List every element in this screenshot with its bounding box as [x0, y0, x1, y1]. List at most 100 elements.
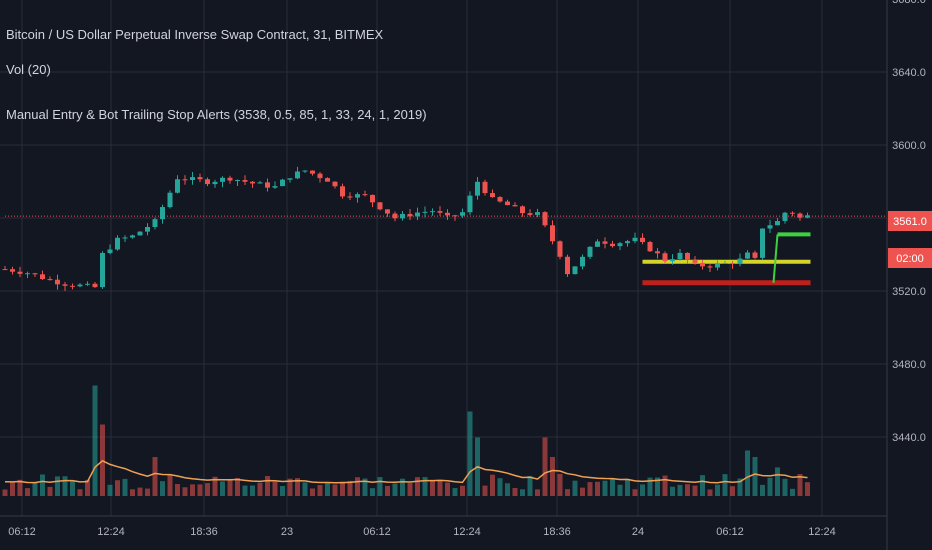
- volume-bar: [340, 481, 345, 496]
- candle-body: [625, 241, 630, 244]
- candle-body: [550, 225, 555, 242]
- volume-bar: [670, 486, 675, 496]
- price-tick-label: 3640.0: [892, 67, 926, 79]
- time-tick-label: 24: [632, 526, 644, 538]
- indicator-levels: [5, 215, 887, 286]
- volume-bar: [347, 480, 353, 496]
- time-tick-label: 12:24: [808, 526, 836, 538]
- indicator-title[interactable]: Manual Entry & Bot Trailing Stop Alerts …: [6, 107, 427, 122]
- price-axis[interactable]: 3440.03480.03520.03560.03600.03640.03680…: [892, 0, 926, 444]
- volume-title[interactable]: Vol (20): [6, 62, 51, 77]
- volume-bar: [10, 482, 15, 496]
- candle-body: [610, 243, 615, 247]
- volume-bar: [715, 484, 720, 496]
- candle-body: [32, 273, 38, 275]
- candle-body: [632, 237, 638, 242]
- volume-bar: [62, 476, 68, 496]
- countdown-value: 02:00: [896, 253, 924, 265]
- volume-bar: [2, 489, 8, 496]
- time-tick-label: 23: [281, 526, 293, 538]
- candle-body: [752, 252, 758, 258]
- volume-bar: [760, 484, 765, 496]
- candle-body: [490, 193, 495, 198]
- volume-bar: [602, 480, 608, 496]
- candle-body: [685, 252, 690, 260]
- volume-bar: [422, 477, 428, 496]
- symbol-title[interactable]: Bitcoin / US Dollar Perpetual Inverse Sw…: [6, 27, 384, 42]
- volume-ma-line: [4, 459, 808, 484]
- volume-bar: [250, 485, 255, 496]
- candle-body: [62, 284, 68, 286]
- volume-bar: [737, 478, 743, 496]
- volume-bar: [265, 475, 270, 496]
- countdown-box: [888, 248, 932, 268]
- volume-bar: [790, 488, 795, 496]
- candle-body: [670, 259, 675, 262]
- candle-body: [557, 241, 563, 257]
- candle-body: [782, 212, 788, 222]
- candle-body: [392, 213, 398, 219]
- candle-body: [167, 192, 173, 208]
- candle-body: [797, 213, 803, 218]
- candle-body: [212, 181, 218, 185]
- time-tick-label: 18:36: [190, 526, 218, 538]
- volume-bar: [685, 484, 690, 496]
- candle-body: [767, 225, 773, 229]
- volume-bar: [362, 478, 368, 496]
- volume-bar: [400, 478, 405, 496]
- volume-bar: [197, 484, 203, 496]
- last-price-value: 3561.0: [893, 216, 927, 228]
- volume-bar: [557, 473, 563, 496]
- volume-bar: [662, 475, 668, 496]
- volume-bar: [520, 489, 525, 496]
- volume-bar: [722, 474, 728, 496]
- candle-body: [2, 269, 8, 271]
- time-tick-label: 12:24: [97, 526, 125, 538]
- candle-body: [130, 235, 135, 238]
- candle-body: [370, 194, 375, 203]
- candle-body: [310, 170, 315, 174]
- volume-bar: [175, 483, 180, 496]
- volume-bar: [152, 457, 158, 496]
- candle-body: [640, 237, 645, 243]
- candle-body: [377, 202, 383, 210]
- volume-bar: [565, 489, 570, 496]
- volume-bar: [460, 485, 465, 496]
- candle-body: [437, 211, 443, 213]
- volume-bar: [122, 478, 128, 496]
- volume-bar: [212, 476, 218, 496]
- time-axis[interactable]: 06:12 12:24 18:36 23 06:12 12:24 18:36 24 06:12 1…: [8, 526, 836, 538]
- last-price-box: [888, 211, 932, 231]
- volume-bars: [2, 385, 810, 496]
- volume-bar: [445, 482, 450, 496]
- candle-body: [295, 171, 300, 179]
- candle-body: [190, 177, 195, 181]
- volume-bar: [572, 480, 578, 496]
- volume-bar: [467, 411, 473, 496]
- candle-body: [482, 181, 488, 194]
- volume-bar: [25, 488, 30, 496]
- volume-bar: [370, 488, 375, 496]
- volume-bar: [287, 478, 293, 496]
- candle-body: [520, 206, 525, 214]
- candle-body: [535, 212, 540, 215]
- volume-bar: [677, 484, 683, 496]
- candle-body: [617, 243, 623, 247]
- volume-bar: [317, 485, 323, 496]
- candle-body: [257, 182, 263, 184]
- candle-body: [272, 186, 278, 188]
- candle-body: [760, 228, 765, 258]
- candle-body: [355, 194, 360, 198]
- volume-bar: [527, 475, 533, 496]
- volume-bar: [70, 480, 75, 496]
- candle-body: [692, 259, 698, 263]
- candle-body: [205, 179, 210, 185]
- candle-body: [145, 226, 150, 232]
- candles: [2, 166, 810, 292]
- candle-body: [115, 237, 120, 250]
- volume-bar: [497, 478, 503, 496]
- candle-body: [152, 219, 158, 227]
- volume-bar: [182, 487, 188, 496]
- candle-body: [347, 196, 353, 198]
